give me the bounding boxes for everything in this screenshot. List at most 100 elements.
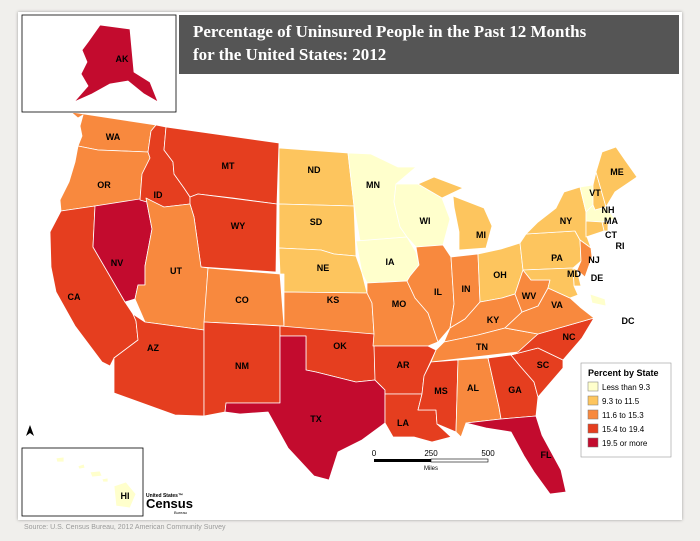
map-title-line-1: Percentage of Uninsured People in the Pa… (193, 22, 587, 41)
state-label-la: LA (397, 418, 409, 428)
state-ne[interactable] (278, 247, 368, 294)
state-label-mn: MN (366, 180, 380, 190)
state-label-hi: HI (121, 491, 130, 501)
state-label-co: CO (235, 295, 249, 305)
state-label-al: AL (467, 383, 479, 393)
state-pa[interactable] (519, 230, 582, 271)
state-label-id: ID (154, 190, 164, 200)
scale-bar-tick-500: 500 (481, 449, 495, 458)
state-label-nc: NC (563, 332, 576, 342)
state-nj[interactable] (576, 239, 593, 278)
state-fl[interactable] (465, 415, 567, 495)
states-layer (49, 24, 638, 509)
state-label-ut: UT (170, 266, 182, 276)
state-label-il: IL (434, 287, 443, 297)
legend-swatch-5 (587, 437, 599, 448)
state-label-ny: NY (560, 216, 573, 226)
state-label-in: IN (462, 284, 471, 294)
state-label-va: VA (551, 300, 563, 310)
map-frame: AK HI WA OR CA NV ID MT WY UT CO AZ NM ND SD NE KS OK TX MN… (18, 12, 682, 520)
state-label-nm: NM (235, 361, 249, 371)
scale-bar: 0 250 500 Miles (372, 449, 495, 472)
scale-bar-tick-0: 0 (372, 449, 377, 458)
state-me[interactable] (595, 146, 638, 208)
state-label-wi: WI (420, 216, 431, 226)
state-ak[interactable] (73, 24, 159, 103)
state-label-fl: FL (541, 450, 552, 460)
state-label-pa: PA (551, 253, 563, 263)
state-label-nd: ND (308, 165, 321, 175)
state-label-ma: MA (604, 216, 618, 226)
map-title-line-2: for the United States: 2012 (193, 45, 387, 64)
state-label-mo: MO (392, 299, 407, 309)
state-tx[interactable] (224, 335, 386, 481)
state-label-or: OR (97, 180, 111, 190)
state-label-ne: NE (317, 263, 330, 273)
state-label-nv: NV (111, 258, 124, 268)
legend-label-5: 19.5 or more (602, 439, 648, 448)
state-label-dc: DC (622, 316, 635, 326)
state-label-sc: SC (537, 360, 550, 370)
state-label-sd: SD (310, 217, 323, 227)
scale-bar-segment-2 (430, 458, 489, 463)
state-label-ct: CT (605, 230, 617, 240)
state-dc[interactable] (589, 293, 607, 307)
state-label-mt: MT (222, 161, 235, 171)
hawaii-inset-frame (21, 447, 144, 517)
state-labels: AK HI WA OR CA NV ID MT WY UT CO AZ NM ND SD NE KS OK TX MN… (68, 54, 635, 501)
us-choropleth-map: AK HI WA OR CA NV ID MT WY UT CO AZ NM ND SD NE KS OK TX MN… (21, 14, 672, 517)
census-logo: United States™ Census Bureau (146, 493, 193, 515)
state-label-ca: CA (68, 292, 81, 302)
state-label-ri: RI (616, 241, 625, 251)
state-label-az: AZ (147, 343, 159, 353)
scale-bar-segment-1 (374, 459, 431, 462)
state-ct[interactable] (585, 220, 605, 238)
state-label-ga: GA (508, 385, 522, 395)
logo-line-2: Census (146, 496, 193, 511)
legend: Percent by State Less than 9.3 9.3 to 11.… (580, 362, 672, 458)
state-wy[interactable] (189, 193, 278, 273)
state-hi[interactable] (55, 456, 137, 509)
legend-title: Percent by State (588, 368, 659, 378)
logo-line-3: Bureau (174, 510, 187, 515)
state-label-wa: WA (106, 132, 121, 142)
state-label-nh: NH (602, 205, 615, 215)
state-label-wv: WV (522, 291, 537, 301)
legend-label-4: 15.4 to 19.4 (602, 425, 645, 434)
legend-label-2: 9.3 to 11.5 (602, 397, 640, 406)
state-label-nj: NJ (588, 255, 600, 265)
state-label-tn: TN (476, 342, 488, 352)
state-label-oh: OH (493, 270, 507, 280)
state-label-me: ME (610, 167, 624, 177)
legend-label-1: Less than 9.3 (602, 383, 651, 392)
logo-line-1: United States™ (146, 493, 183, 499)
state-label-ky: KY (487, 315, 500, 325)
state-label-mi: MI (476, 230, 486, 240)
state-il[interactable] (406, 244, 455, 343)
legend-items: Less than 9.3 9.3 to 11.5 11.6 to 15.3 15.4… (587, 381, 651, 448)
state-mi[interactable] (417, 176, 493, 251)
inset-frames (21, 14, 177, 517)
alaska-inset-frame (21, 14, 177, 113)
legend-swatch-3 (587, 409, 599, 420)
state-label-ok: OK (333, 341, 347, 351)
state-label-wy: WY (231, 221, 246, 231)
state-nd[interactable] (278, 147, 355, 207)
legend-swatch-1 (587, 381, 599, 392)
state-md[interactable] (522, 267, 579, 299)
state-label-ks: KS (327, 295, 340, 305)
scale-bar-tick-250: 250 (424, 449, 438, 458)
legend-label-3: 11.6 to 15.3 (602, 411, 644, 420)
state-label-vt: VT (589, 188, 601, 198)
state-label-de: DE (591, 273, 604, 283)
state-label-md: MD (567, 269, 581, 279)
north-arrow-icon (26, 425, 34, 436)
title-bar: Percentage of Uninsured People in the Pa… (179, 15, 679, 74)
state-label-ia: IA (386, 257, 396, 267)
state-label-ar: AR (397, 360, 410, 370)
state-label-ak: AK (116, 54, 129, 64)
state-label-ms: MS (434, 386, 448, 396)
source-note: Source: U.S. Census Bureau, 2012 America… (24, 524, 226, 531)
legend-swatch-2 (587, 395, 599, 406)
scale-bar-unit: Miles (424, 466, 438, 472)
